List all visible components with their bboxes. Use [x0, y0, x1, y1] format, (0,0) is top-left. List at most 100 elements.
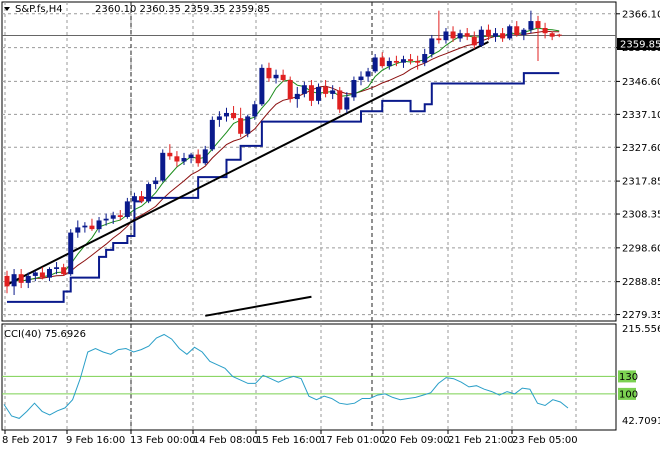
candle-body-up: [443, 31, 449, 41]
candle-body-up: [528, 21, 534, 30]
price-tick-label: 2317.85: [622, 177, 660, 188]
candle-body-down: [117, 215, 123, 217]
cci-line: [3, 333, 569, 419]
candle-body-down: [450, 31, 456, 39]
candle-body-down: [174, 156, 180, 162]
price-tick-label: 2346.60: [622, 77, 660, 88]
price-tick-label: 2279.35: [622, 310, 660, 321]
candle-body-up: [344, 97, 350, 110]
candle-body-up: [124, 201, 130, 217]
candle-body-up: [131, 196, 137, 202]
time-axis-label: 23 Feb 05:00: [512, 435, 578, 446]
time-axis-label: 17 Feb 01:00: [320, 435, 386, 446]
candle-body-down: [471, 36, 477, 46]
candle-body-down: [287, 80, 293, 100]
candle-body-up: [507, 26, 513, 39]
symbol-timeframe: S&P.fs,H4: [15, 4, 63, 15]
time-axis-label: 20 Feb 09:00: [384, 435, 450, 446]
candle-body-up: [32, 272, 38, 276]
candle-body-down: [337, 90, 343, 110]
candle-body-up: [223, 112, 229, 117]
candle-body-up: [478, 29, 484, 46]
cci-level-tag-bg: [618, 387, 636, 400]
candle-body-up: [493, 33, 499, 37]
time-axis-label: 21 Feb 21:00: [448, 435, 514, 446]
candle-body-up: [351, 80, 357, 98]
candle-body-up: [209, 119, 215, 150]
candle-body-up: [103, 218, 109, 221]
candle-body-down: [415, 60, 421, 63]
candle-body-up: [301, 85, 307, 94]
candle-body-down: [549, 33, 555, 37]
candle-body-down: [139, 196, 145, 202]
cci-level-tag-bg: [618, 370, 636, 383]
candle-body-down: [485, 29, 491, 37]
candle-body-down: [280, 74, 286, 81]
candle-body-up: [153, 180, 159, 185]
cci-tick-label: 42.7091: [622, 416, 660, 427]
candle-body-up: [46, 268, 52, 278]
candle-body-up: [259, 67, 265, 105]
candle-body-down: [379, 57, 385, 67]
candle-body-down: [556, 34, 562, 36]
price-panel-frame: [1, 1, 617, 322]
candle-body-up: [422, 54, 428, 63]
candle-body-up: [188, 154, 194, 159]
cci-level-tag: 130: [619, 372, 638, 383]
candle-body-up: [521, 29, 527, 35]
candle-body-down: [514, 26, 520, 35]
candle-body-up: [429, 38, 435, 55]
candle-body-down: [4, 275, 10, 287]
candle-body-up: [358, 76, 364, 81]
current-price-tag: 2359.85: [620, 40, 660, 51]
candle-body-up: [316, 86, 322, 101]
candle-body-up: [11, 274, 17, 287]
time-axis-label: 15 Feb 16:00: [256, 435, 322, 446]
price-tick-label: 2337.10: [622, 110, 660, 121]
candle-body-up: [68, 232, 74, 275]
price-tick-label: 2308.35: [622, 210, 660, 221]
candle-body-up: [294, 93, 300, 100]
ma-slow-line: [6, 30, 560, 287]
time-axis-label: 9 Feb 16:00: [66, 435, 125, 446]
candle-body-down: [436, 38, 442, 41]
candle-body-up: [273, 74, 279, 79]
candle-body-up: [146, 184, 152, 202]
cci-tick-label: 215.5565: [622, 324, 660, 335]
trailing-stop-line: [7, 72, 560, 303]
candle-body-down: [238, 118, 244, 134]
candle-body-down: [231, 112, 237, 119]
candle-body-up: [54, 267, 60, 269]
candle-body-up: [25, 275, 31, 283]
current-price-tag-bg: [617, 38, 660, 50]
candle-body-down: [542, 28, 548, 34]
time-axis-label: 14 Feb 08:00: [193, 435, 259, 446]
candle-body-up: [330, 90, 336, 94]
candle-body-down: [308, 85, 314, 101]
candle-body-down: [535, 21, 541, 29]
candle-body-up: [252, 104, 258, 117]
candle-body-down: [266, 67, 272, 79]
candle-body-up: [96, 220, 102, 230]
cci-indicator: 100 130: [2, 333, 638, 419]
price-tick-label: 2366.10: [622, 9, 660, 20]
cci-level-tag: 100: [619, 389, 638, 400]
gridlines: [2, 2, 620, 430]
price-tick-label: 2288.85: [622, 277, 660, 288]
candle-body-down: [323, 86, 329, 94]
price-overlays: [2, 27, 616, 317]
candle-body-up: [110, 215, 116, 219]
candle-body-up: [75, 227, 81, 233]
candle-body-up: [160, 152, 166, 181]
candle-body-up: [82, 225, 88, 228]
candle-body-up: [372, 57, 378, 72]
price-tick-label: 2298.60: [622, 243, 660, 254]
time-axis-label: 13 Feb 00:00: [130, 435, 196, 446]
candle-body-down: [393, 60, 399, 63]
collapse-triangle-icon[interactable]: [4, 7, 10, 11]
candle-body-down: [464, 33, 470, 37]
price-tick-label: 2327.60: [622, 143, 660, 154]
candle-body-down: [500, 33, 506, 39]
candle-body-up: [386, 60, 392, 67]
